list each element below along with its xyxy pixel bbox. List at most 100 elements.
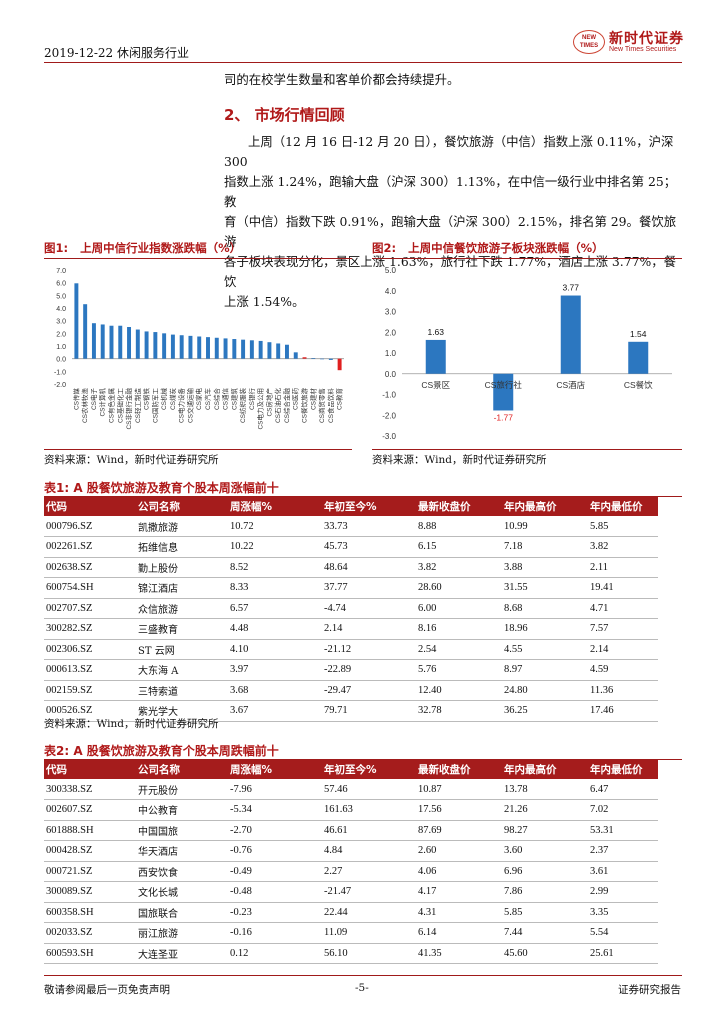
table-row: 002638.SZ 勤上股份 8.52 48.64 3.82 3.88 2.11	[44, 557, 658, 578]
column-header: 年初至今%	[322, 497, 416, 516]
x-tick-label: CS旅行社	[485, 380, 523, 390]
table-header-row: 代码 公司名称 周涨幅% 年初至今% 最新收盘价 年内最高价 年内最低价	[44, 497, 658, 516]
figure1-bottom-rule	[44, 449, 352, 450]
column-header: 周涨幅%	[228, 760, 322, 779]
table2-title: 表2: A 股餐饮旅游及教育个股本周跌幅前十	[44, 744, 279, 758]
table-cell: 西安饮食	[136, 861, 228, 882]
table-cell: 3.60	[502, 840, 588, 862]
table-cell: 18.96	[502, 618, 588, 640]
section-title: 2、 市场行情回顾	[224, 106, 345, 124]
x-tick-label: CS计算机	[98, 388, 107, 417]
table-cell: 10.87	[416, 779, 502, 800]
table-cell: -21.12	[322, 639, 416, 660]
data-label: 1.63	[427, 327, 444, 337]
table-cell: 4.17	[416, 881, 502, 903]
y-tick-label: -2.0	[54, 382, 66, 389]
table-row: 002306.SZ ST 云网 4.10 -21.12 2.54 4.55 2.14	[44, 639, 658, 660]
table-cell: 2.54	[416, 639, 502, 660]
column-header: 最新收盘价	[416, 497, 502, 516]
table-cell: 2.60	[416, 840, 502, 862]
bar	[118, 325, 123, 359]
table-cell: -29.47	[322, 680, 416, 701]
column-header: 代码	[44, 760, 136, 779]
table-cell: 48.64	[322, 557, 416, 578]
para-line: 上涨 1.54%。	[224, 294, 305, 309]
table-cell: 31.55	[502, 577, 588, 599]
y-tick-label: 0.0	[385, 370, 397, 379]
bar	[293, 352, 298, 359]
x-tick-label: CS非银行金融	[124, 388, 133, 430]
column-header: 年内最低价	[588, 760, 658, 779]
bar	[83, 304, 88, 359]
table-cell: 凯撒旅游	[136, 516, 228, 537]
y-tick-label: 7.0	[56, 268, 66, 275]
table-cell: 4.48	[228, 618, 322, 640]
x-tick-label: CS食品饮料	[326, 388, 335, 424]
table-cell: 12.40	[416, 680, 502, 701]
table-cell: 6.96	[502, 861, 588, 882]
intro-line: 司的在校学生数量和客单价都会持续提升。	[224, 72, 460, 87]
table-cell: 600593.SH	[44, 943, 136, 964]
column-header: 公司名称	[136, 760, 228, 779]
table-row: 300282.SZ 三盛教育 4.48 2.14 8.16 18.96 7.57	[44, 618, 658, 640]
table-cell: -0.49	[228, 861, 322, 882]
company-logo: NEW TIMES 新时代证券 New Times Securities	[573, 26, 688, 58]
table-cell: 87.69	[416, 820, 502, 841]
x-tick-label: CS通信	[221, 388, 230, 411]
x-tick-label: CS商贸零售	[317, 388, 326, 423]
table-cell: 5.54	[588, 922, 658, 944]
table-cell: 拓维信息	[136, 536, 228, 558]
table-cell: 2.14	[588, 639, 658, 660]
bar	[241, 339, 246, 359]
table-cell: 10.99	[502, 516, 588, 537]
bar	[206, 337, 210, 359]
x-tick-label: CS电力及公用	[256, 388, 265, 430]
table-row: 000526.SZ 紫光学大 3.67 79.71 32.78 36.25 17.46	[44, 700, 658, 722]
y-tick-label: 4.0	[56, 306, 66, 313]
table-cell: 56.10	[322, 943, 416, 964]
bar	[170, 334, 175, 359]
table-cell: 24.80	[502, 680, 588, 701]
bar	[232, 339, 237, 359]
table-cell: 8.52	[228, 557, 322, 578]
figure1-caption: 上周中信行业指数涨跌幅（%）	[80, 241, 242, 255]
figure2-bottom-rule	[372, 449, 682, 450]
table-row: 002707.SZ 众信旅游 6.57 -4.74 6.00 8.68 4.71	[44, 598, 658, 619]
table-cell: -0.23	[228, 902, 322, 923]
table-cell: 4.59	[588, 659, 658, 681]
table-row: 300338.SZ 开元股份 -7.96 57.46 10.87 13.78 6.47	[44, 779, 658, 800]
table-row: 002033.SZ 丽江旅游 -0.16 11.09 6.14 7.44 5.54	[44, 922, 658, 944]
bar	[320, 358, 325, 360]
page-number: -5-	[355, 982, 369, 994]
y-tick-label: -1.0	[382, 391, 396, 400]
x-tick-label: CS交通运输	[185, 388, 194, 424]
table-cell: 0.12	[228, 943, 322, 964]
bar	[311, 358, 316, 359]
x-tick-label: CS建材	[308, 388, 317, 411]
table-cell: -0.16	[228, 922, 322, 944]
bar	[425, 339, 446, 374]
bar	[144, 331, 149, 359]
column-header: 公司名称	[136, 497, 228, 516]
x-tick-label: CS酒店	[556, 380, 585, 390]
table-cell: 2.99	[588, 881, 658, 903]
figure1-source: 资料来源：Wind，新时代证券研究所	[44, 454, 219, 466]
table-cell: -2.70	[228, 820, 322, 841]
table-cell: 600358.SH	[44, 902, 136, 923]
table-cell: 32.78	[416, 700, 502, 722]
table-row: 300089.SZ 文化长城 -0.48 -21.47 4.17 7.86 2.99	[44, 881, 658, 903]
x-tick-label: CS有色金属	[106, 388, 115, 423]
table-cell: 4.84	[322, 840, 416, 862]
table-cell: 5.76	[416, 659, 502, 681]
table-cell: -5.34	[228, 799, 322, 821]
table-row: 000796.SZ 凯撒旅游 10.72 33.73 8.88 10.99 5.85	[44, 516, 658, 537]
table-cell: 3.82	[416, 557, 502, 578]
table-cell: 000526.SZ	[44, 700, 136, 722]
table-cell: 众信旅游	[136, 598, 228, 619]
bar	[153, 332, 158, 359]
table-cell: 8.88	[416, 516, 502, 537]
table-cell: 000721.SZ	[44, 861, 136, 882]
table-cell: -0.48	[228, 881, 322, 903]
bar	[74, 283, 79, 359]
table-cell: 8.97	[502, 659, 588, 681]
